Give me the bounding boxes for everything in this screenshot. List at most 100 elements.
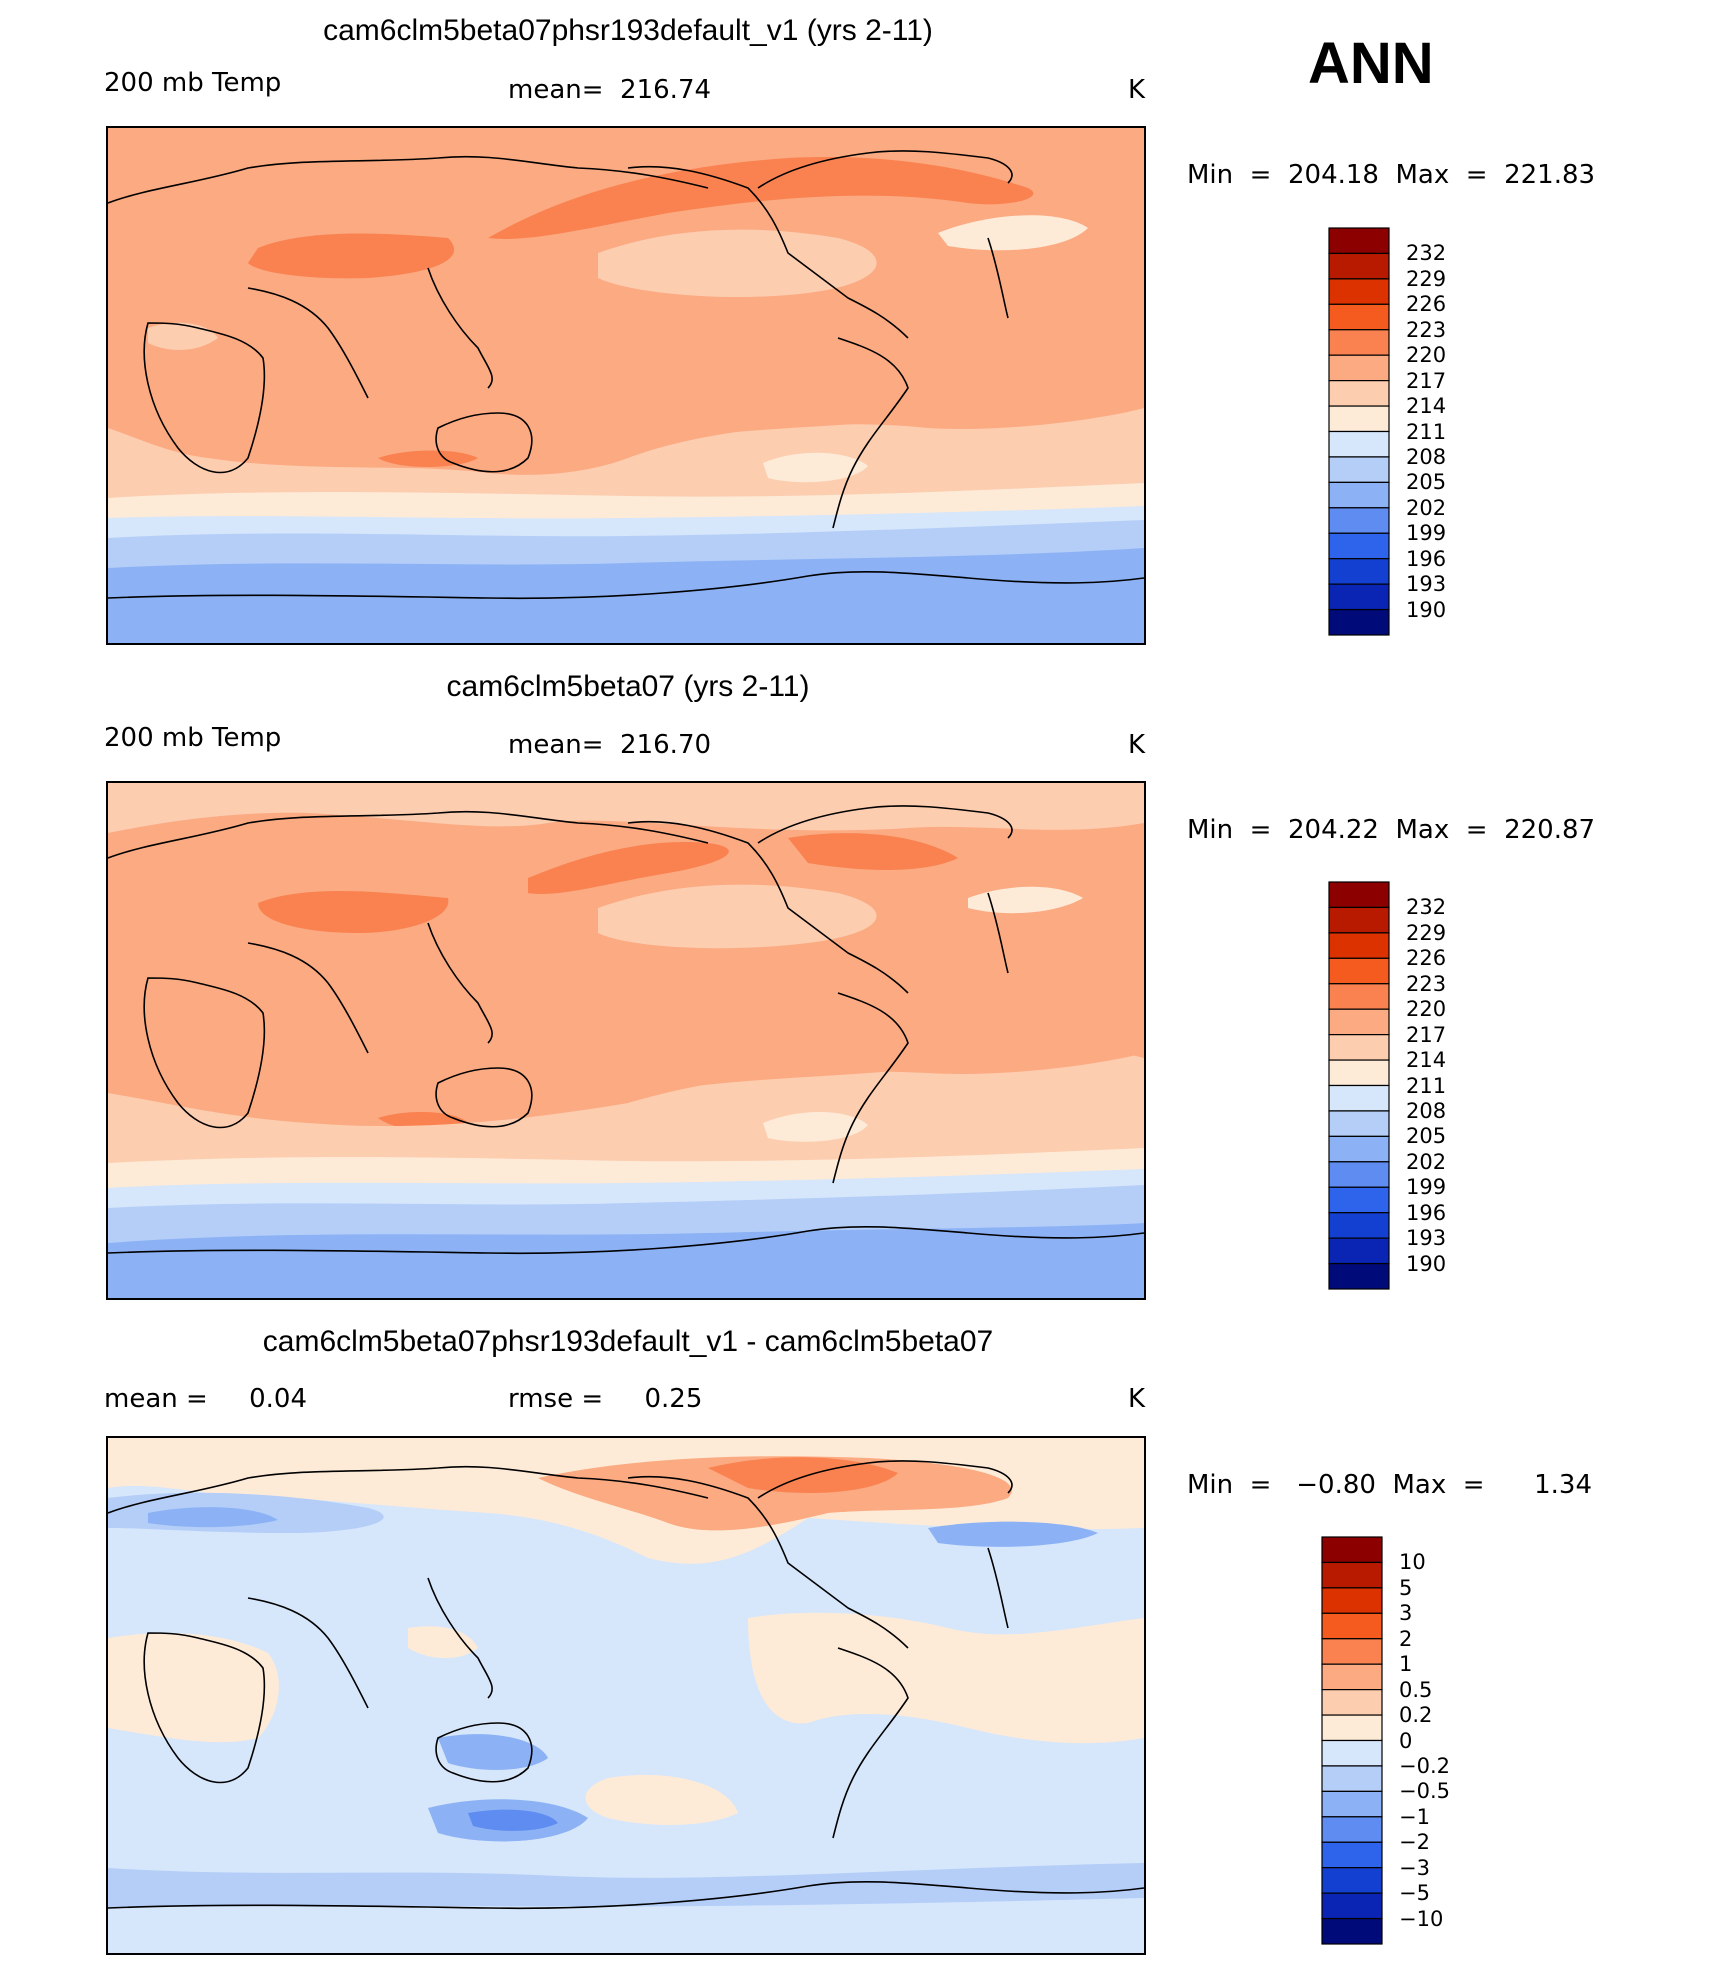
colorbar-level-label: 0 — [1399, 1728, 1413, 1753]
tibet-warm-band — [258, 891, 449, 933]
panel-2-variable-label: 200 mb Temp — [104, 723, 282, 753]
colorbar-swatch — [1321, 1663, 1383, 1691]
colorbar-level-label: 223 — [1406, 971, 1447, 996]
colorbar-swatch — [1328, 957, 1390, 985]
jet-warm-band — [488, 157, 1034, 239]
colorbar-level-label: 232 — [1406, 241, 1447, 266]
colorbar-swatch — [1328, 1262, 1390, 1290]
panel-3-rmse-label: rmse = 0.25 — [508, 1384, 703, 1414]
panel-1-minmax: Min = 204.18 Max = 221.83 — [1187, 160, 1596, 190]
colorbar-level-label: −0.5 — [1399, 1779, 1450, 1804]
colorbar-svg — [1321, 1536, 1383, 1945]
colorbar-swatch — [1321, 1790, 1383, 1818]
panel-1-map-svg — [108, 128, 1144, 643]
colorbar-swatch — [1328, 983, 1390, 1010]
colorbar-swatch — [1321, 1867, 1383, 1894]
colorbar-level-label: −0.2 — [1399, 1753, 1450, 1778]
colorbar-swatch — [1321, 1689, 1383, 1716]
colorbar-swatch — [1328, 405, 1390, 433]
panel-3-map-svg — [108, 1438, 1144, 1953]
colorbar-swatch — [1328, 906, 1390, 934]
colorbar-level-label: 217 — [1406, 368, 1447, 393]
colorbar-level-label: 208 — [1406, 1098, 1447, 1123]
colorbar-swatch — [1328, 1034, 1390, 1061]
colorbar-swatch — [1328, 1186, 1390, 1214]
southern-subtropics — [108, 408, 1144, 498]
panel-2-units: K — [1128, 730, 1146, 760]
panel-1-units: K — [1128, 75, 1146, 105]
colorbar-level-label: 196 — [1406, 546, 1447, 571]
colorbar-swatch — [1328, 532, 1390, 560]
colorbar-swatch — [1328, 1059, 1390, 1087]
pacific-cool-area — [598, 229, 877, 298]
colorbar-level-label: 211 — [1406, 1073, 1447, 1098]
colorbar-level-label: 211 — [1406, 419, 1447, 444]
panel-3-title: cam6clm5beta07phsr193default_v1 - cam6cl… — [262, 1325, 994, 1358]
colorbar-level-label: 208 — [1406, 444, 1447, 469]
panel-3-minmax: Min = −0.80 Max = 1.34 — [1187, 1470, 1592, 1500]
colorbar-swatch — [1328, 1110, 1390, 1137]
colorbar-level-label: 214 — [1406, 1048, 1447, 1073]
colorbar-level-label: 226 — [1406, 292, 1447, 317]
colorbar-swatch — [1328, 507, 1390, 534]
panel-2-minmax: Min = 204.22 Max = 220.87 — [1187, 815, 1596, 845]
colorbar-level-label: 196 — [1406, 1200, 1447, 1225]
panel-2-title: cam6clm5beta07 (yrs 2-11) — [446, 670, 810, 703]
colorbar-level-label: 2 — [1399, 1626, 1413, 1651]
tibet-warm-band — [248, 233, 455, 279]
colorbar-swatch — [1321, 1917, 1383, 1945]
colorbar-swatch — [1328, 278, 1390, 305]
colorbar-swatch — [1328, 303, 1390, 331]
colorbar-swatch — [1328, 227, 1390, 255]
colorbar-swatch — [1321, 1561, 1383, 1589]
colorbar-level-label: 3 — [1399, 1601, 1413, 1626]
colorbar-level-label: 193 — [1406, 1226, 1447, 1251]
colorbar-level-label: 214 — [1406, 394, 1447, 419]
colorbar-level-label: 190 — [1406, 597, 1447, 622]
panel-1-title: cam6clm5beta07phsr193default_v1 (yrs 2-1… — [323, 14, 933, 47]
colorbar-svg — [1328, 881, 1390, 1290]
colorbar-level-label: 190 — [1406, 1251, 1447, 1276]
colorbar-level-label: 199 — [1406, 521, 1447, 546]
colorbar-level-label: 229 — [1406, 266, 1447, 291]
colorbar-level-label: 223 — [1406, 317, 1447, 342]
panel-1-variable-label: 200 mb Temp — [104, 68, 282, 98]
colorbar-level-label: −2 — [1399, 1830, 1430, 1855]
colorbar-level-label: 199 — [1406, 1175, 1447, 1200]
colorbar-swatch — [1321, 1892, 1383, 1920]
colorbar-swatch — [1328, 1161, 1390, 1188]
colorbar-level-label: 226 — [1406, 946, 1447, 971]
colorbar-level-label: 0.5 — [1399, 1677, 1433, 1702]
colorbar-swatch — [1321, 1536, 1383, 1564]
colorbar-swatch — [1328, 380, 1390, 407]
colorbar-level-label: 232 — [1406, 895, 1447, 920]
panel-1-mean-label: mean= 216.74 — [508, 75, 712, 105]
colorbar-swatch — [1321, 1765, 1383, 1792]
colorbar-swatch — [1328, 430, 1390, 458]
panel-2-map-svg — [108, 783, 1144, 1298]
colorbar-level-label: 1 — [1399, 1652, 1413, 1677]
colorbar-level-label: 10 — [1399, 1550, 1426, 1575]
colorbar-level-label: 205 — [1406, 1124, 1447, 1149]
panel-3-units: K — [1128, 1384, 1146, 1414]
southern-subtropics — [108, 1053, 1144, 1163]
panel-2-mean-label: mean= 216.70 — [508, 730, 712, 760]
panel-1-map — [106, 126, 1146, 645]
panel-3-mean-label: mean = 0.04 — [104, 1384, 307, 1414]
jet-warm-band — [528, 842, 729, 894]
colorbar-swatch — [1328, 456, 1390, 483]
colorbar-level-label: 220 — [1406, 343, 1447, 368]
colorbar-swatch — [1328, 881, 1390, 909]
colorbar-swatch — [1321, 1816, 1383, 1843]
panel-3-map — [106, 1436, 1146, 1955]
colorbar-swatch — [1328, 583, 1390, 611]
coastlines — [108, 150, 1144, 600]
colorbar-swatch — [1328, 1135, 1390, 1163]
colorbar-swatch — [1328, 252, 1390, 280]
colorbar-level-label: −10 — [1399, 1906, 1444, 1931]
colorbar-swatch — [1328, 1008, 1390, 1036]
colorbar-swatch — [1328, 481, 1390, 509]
colorbar-swatch — [1328, 1237, 1390, 1265]
colorbar-level-label: 205 — [1406, 470, 1447, 495]
colorbar-level-label: 193 — [1406, 572, 1447, 597]
